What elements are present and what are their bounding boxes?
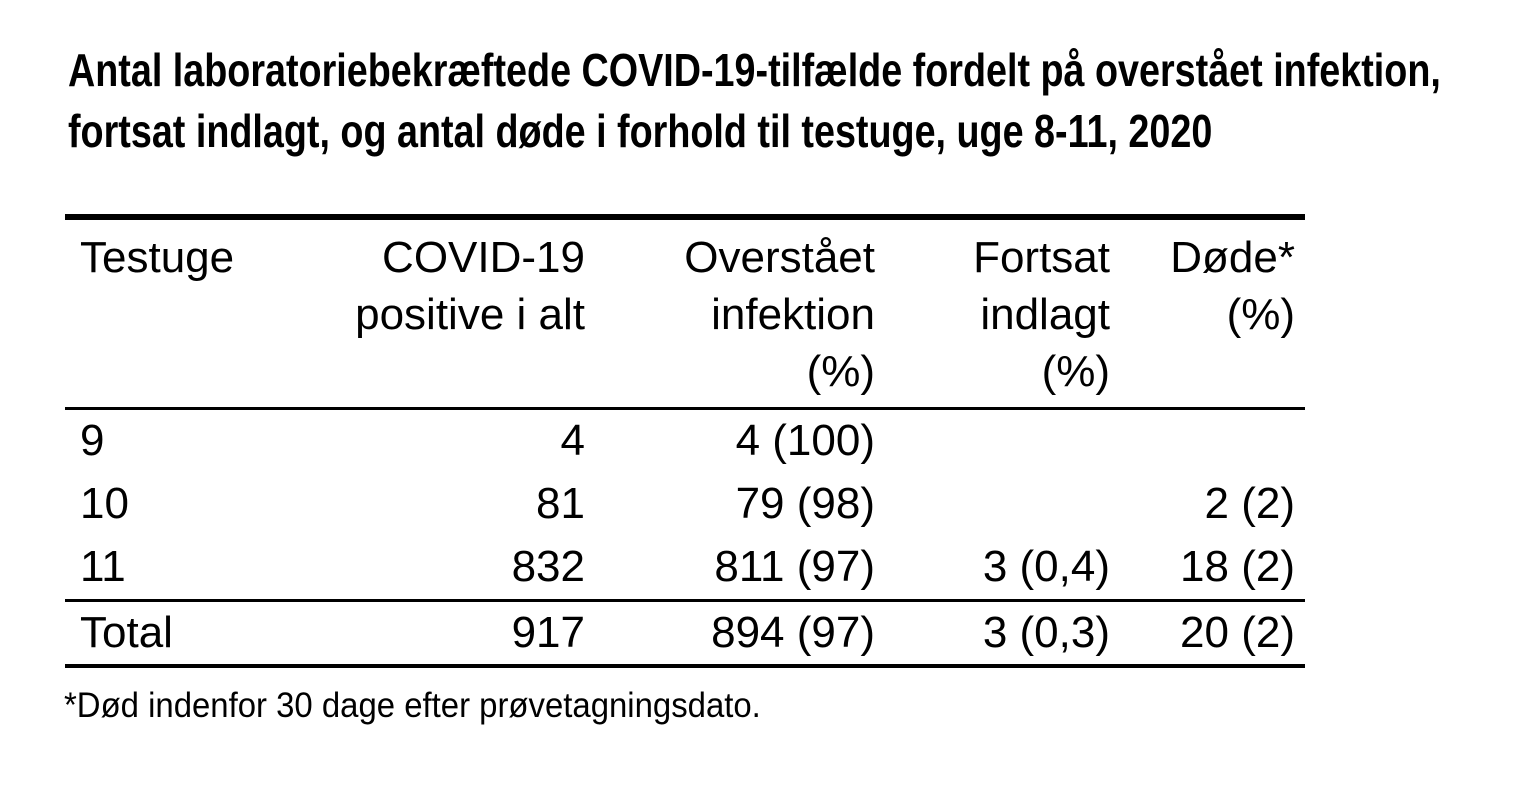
covid-table-container: Testuge COVID-19 positive i alt Overståe… — [65, 214, 1305, 668]
col-header-fortsat-line1: Fortsat — [973, 233, 1110, 282]
col-header-doede: Døde* (%) — [1120, 214, 1305, 410]
cell-week9-doede — [1120, 409, 1305, 474]
header-row: Testuge COVID-19 positive i alt Overståe… — [65, 214, 1305, 410]
col-header-overstaaet-infektion: Overstået infektion (%) — [595, 214, 885, 410]
col-header-testuge: Testuge — [65, 214, 335, 410]
col-header-fortsat-line3: (%) — [1041, 347, 1110, 396]
cell-week10-covid-positive: 81 — [536, 479, 585, 529]
col-header-fortsat-line2: indlagt — [980, 290, 1110, 339]
cell-week10-doede: 2 (2) — [1204, 479, 1295, 529]
col-header-covid-positive-line1: COVID-19 — [382, 233, 585, 282]
table-row-week-9: 9 4 4 (100) — [65, 409, 1305, 474]
cell-week9-overstaaet: 4 (100) — [735, 416, 875, 466]
cell-week10-overstaaet: 79 (98) — [735, 479, 875, 529]
col-header-overstaaet-line2: infektion — [711, 290, 875, 339]
page-title-line-1: Antal laboratoriebekræftede COVID-19-til… — [68, 44, 1441, 96]
table-row-week-10: 10 81 79 (98) 2 (2) — [65, 473, 1305, 536]
cell-week11-fortsat: 3 (0,4) — [982, 542, 1110, 592]
page-title: Antal laboratoriebekræftede COVID-19-til… — [68, 40, 1441, 162]
cell-week11-doede: 18 (2) — [1180, 542, 1295, 592]
page-title-line-2: fortsat indlagt, og antal døde i forhold… — [68, 105, 1213, 157]
cell-total-covid-positive: 917 — [335, 599, 595, 668]
cell-week11-overstaaet: 811 (97) — [714, 542, 875, 592]
cell-week10-testuge: 10 — [80, 479, 129, 529]
col-header-fortsat-indlagt: Fortsat indlagt (%) — [885, 214, 1120, 410]
covid-table: Testuge COVID-19 positive i alt Overståe… — [65, 214, 1305, 668]
col-header-covid-positive-line2: positive i alt — [355, 290, 585, 339]
col-header-doede-line1: Døde* — [1170, 233, 1295, 282]
table-row-week-11: 11 832 811 (97) 3 (0,4) 18 (2) — [65, 536, 1305, 601]
footnote: *Død indenfor 30 dage efter prøvetagning… — [64, 686, 761, 725]
cell-total-fortsat: 3 (0,3) — [885, 599, 1120, 668]
col-header-covid-positive: COVID-19 positive i alt — [335, 214, 595, 410]
cell-total-overstaaet: 894 (97) — [595, 599, 885, 668]
cell-total-label: Total — [65, 599, 335, 668]
cell-week9-testuge: 9 — [80, 416, 105, 466]
cell-week10-fortsat — [885, 473, 1120, 536]
cell-week9-covid-positive: 4 — [560, 416, 585, 466]
col-header-overstaaet-line1: Overstået — [684, 233, 875, 282]
cell-week11-covid-positive: 832 — [511, 542, 585, 592]
cell-week9-fortsat — [885, 409, 1120, 474]
cell-week11-testuge: 11 — [80, 542, 126, 592]
table-row-total: Total 917 894 (97) 3 (0,3) 20 (2) — [65, 599, 1305, 668]
col-header-testuge-line: Testuge — [80, 233, 235, 282]
col-header-doede-line2: (%) — [1226, 290, 1295, 339]
cell-total-doede: 20 (2) — [1120, 599, 1305, 668]
col-header-overstaaet-line3: (%) — [806, 347, 875, 396]
